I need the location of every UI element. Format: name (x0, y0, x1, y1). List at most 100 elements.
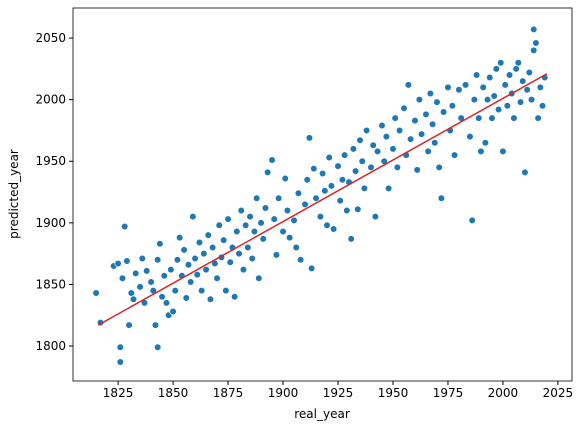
point (143, 267, 151, 275)
point (483, 96, 492, 104)
point (158, 293, 166, 301)
point (367, 163, 375, 171)
point (330, 225, 338, 233)
point (369, 141, 377, 149)
x-tick-label: 1900 (268, 386, 299, 400)
x-tick-label: 2000 (488, 386, 519, 400)
point (250, 227, 259, 236)
point (169, 307, 177, 316)
y-tick-label: 1850 (35, 277, 66, 291)
y-tick-label: 1800 (35, 339, 66, 353)
y-tick-label: 1950 (35, 154, 66, 168)
point (180, 246, 188, 254)
point (116, 358, 124, 366)
point (127, 289, 135, 297)
point (389, 145, 397, 153)
point (147, 278, 155, 286)
point (479, 83, 487, 91)
point (501, 81, 509, 89)
point (156, 240, 164, 248)
point (215, 221, 223, 229)
point (450, 151, 459, 159)
fit-line (97, 73, 548, 326)
point (404, 81, 412, 89)
x-tick-label: 1825 (103, 386, 134, 400)
point (373, 147, 382, 155)
point (538, 102, 547, 110)
point (184, 261, 193, 269)
point (391, 114, 399, 122)
point (521, 168, 529, 176)
point (121, 222, 129, 231)
point (132, 269, 140, 277)
point (253, 194, 261, 202)
point (347, 235, 355, 243)
point (154, 256, 162, 264)
point (303, 176, 311, 184)
point (336, 197, 344, 205)
point (360, 184, 368, 192)
point (272, 251, 281, 259)
point (510, 114, 518, 122)
point (231, 293, 239, 301)
point (400, 104, 408, 112)
point (114, 259, 122, 268)
point (505, 71, 514, 79)
point (472, 71, 481, 79)
point (173, 256, 182, 264)
point (202, 266, 210, 274)
point (448, 102, 456, 110)
x-axis-label: real_year (294, 407, 350, 421)
point (358, 157, 366, 165)
point (455, 86, 463, 94)
point (92, 289, 100, 297)
point (431, 139, 439, 147)
point (341, 151, 349, 159)
point (334, 162, 342, 170)
point (204, 231, 212, 239)
point (316, 213, 325, 221)
point (497, 59, 505, 67)
point (437, 194, 445, 202)
x-tick-label: 2025 (543, 386, 574, 400)
point (512, 65, 520, 73)
point (283, 206, 292, 215)
point (378, 121, 386, 130)
point (162, 299, 171, 307)
point (422, 110, 430, 119)
point (439, 108, 448, 116)
point (327, 182, 336, 190)
point (527, 96, 536, 104)
point (411, 116, 419, 125)
point (138, 254, 146, 263)
point (125, 321, 133, 329)
point (195, 238, 204, 247)
point (516, 98, 525, 106)
point (270, 215, 278, 223)
point (123, 257, 131, 265)
point (417, 130, 426, 138)
x-tick-label: 1875 (213, 386, 244, 400)
y-tick-label: 2050 (35, 31, 66, 45)
y-axis-label: predicted_year (7, 149, 21, 239)
point (224, 215, 232, 223)
point (354, 205, 362, 213)
point (433, 98, 441, 106)
point (222, 286, 230, 295)
point (242, 221, 250, 229)
point (235, 250, 243, 258)
point (477, 147, 485, 155)
point (325, 153, 333, 162)
point (294, 189, 303, 197)
point (209, 243, 217, 252)
point (532, 39, 540, 47)
point (259, 235, 267, 243)
point (356, 136, 364, 144)
point (413, 166, 421, 174)
point (312, 194, 320, 202)
point (191, 254, 199, 263)
point (129, 295, 138, 303)
point (189, 213, 197, 221)
point (486, 73, 494, 82)
point (343, 206, 351, 215)
